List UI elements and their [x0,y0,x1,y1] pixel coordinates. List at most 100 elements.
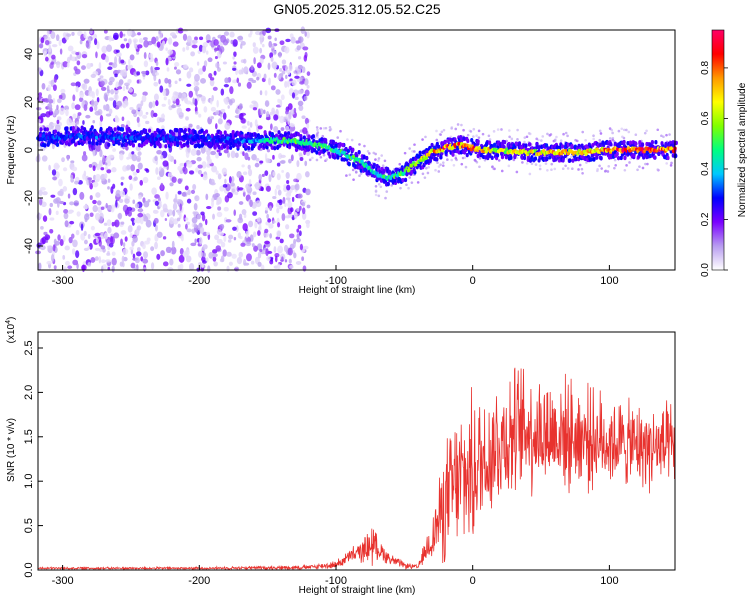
spectrogram-cell [249,104,254,109]
spectrogram-cell [116,100,123,107]
spectrogram-cell [259,47,263,54]
spectrogram-cell [191,39,198,44]
spectrogram-cell [215,245,221,252]
spectrogram-cell [277,222,281,228]
spectrogram-cell [280,154,286,158]
spectrogram-cell [301,207,306,215]
spectrogram-cell [264,90,268,96]
spectrogram-cell [627,130,631,134]
spectrogram-cell [570,143,574,149]
spectrogram-cell [293,252,297,259]
spectrogram-cell [47,84,51,92]
spectrogram-cell [453,148,457,154]
spectrogram-cell [293,178,298,183]
spectrogram-cell [180,235,184,242]
spectrogram-cell [472,127,476,131]
spectrogram-cell [93,100,99,106]
spectrogram-cell [107,66,113,70]
spectrogram-cell [220,241,226,248]
spectrogram-cell [48,126,52,131]
spectrogram-cell [85,114,91,119]
spectrogram-cell [251,243,255,248]
spectrogram-cell [577,168,580,171]
spectrogram-cell [173,218,179,225]
spectrogram-cell [242,223,248,232]
spectrogram-cell [234,191,239,196]
spectrogram-cell [59,188,64,197]
spectrogram-cell [72,239,78,248]
spectrogram-cell [71,166,78,172]
spectrogram-cell [223,84,229,88]
spectrogram-cell [54,108,60,115]
spectrogram-cell [521,161,524,164]
spectrogram-cell [53,129,58,134]
spectrogram-cell [47,103,53,110]
spectrogram-cell [108,97,114,101]
spectrogram-cell [553,139,557,143]
spectrogram-cell [670,161,673,165]
spectrogram-cell [72,94,76,102]
spectrogram-x-ticks: -300 -200 -100 0 100 [52,265,619,287]
spectrogram-cell [205,34,211,42]
spectrogram-cell [197,144,202,149]
spectrogram-cell [223,97,229,103]
spectrogram-cell [92,165,96,172]
spectrogram-cell [628,140,633,145]
spectrogram-cell [304,160,308,167]
spectrogram-cell [205,205,212,210]
spectrogram-cell [198,36,204,41]
spectrogram-cell [117,86,123,90]
spectrogram-cell [305,188,311,196]
spectrogram-cell [380,154,384,157]
spectrogram-cell [38,198,43,206]
spectrogram-cell [173,141,177,147]
spectrogram-cell [295,261,302,265]
spectrogram-cell [561,158,565,163]
spectrogram-cell [306,204,311,209]
spectrogram-cell [372,162,376,168]
spectrogram-cell [459,135,463,140]
spectrogram-cell [237,82,242,87]
spectrogram-cell [276,263,281,270]
snr-panel: -300 -200 -100 0 100 0.0 0.5 1.0 1.5 2.0 2.5 Heig… [5,317,676,596]
spectrogram-cell [493,167,496,171]
spectrogram-cell [90,225,95,231]
spectrogram-cell [580,167,584,171]
spectrogram-cell [103,232,109,240]
spectrogram-cell [334,143,338,149]
spectrogram-cell [83,230,87,236]
spectrogram-cell [226,265,230,272]
spectrogram-cell [156,231,163,238]
spectrogram-cell [155,167,159,175]
spectrogram-cell [560,144,565,149]
spectrogram-cell [610,128,614,132]
spectrogram-cell [589,157,593,162]
snr-y-tick-label: 1.0 [23,474,35,489]
spectrogram-cell [200,146,206,154]
spectrogram-cell [265,185,271,192]
spectrogram-cell [478,157,482,160]
spectrogram-cell [170,246,177,255]
spectrogram-cell [283,244,289,252]
spectrogram-cell [282,196,286,204]
spectrogram-cell [101,138,106,144]
spectrogram-cell [136,247,141,252]
spectrogram-cell [430,142,434,148]
spectrogram-cell [153,217,159,224]
spectrogram-cell [561,167,565,171]
spectrogram-cell [437,170,441,173]
spectrogram-cell [288,213,293,218]
spectrogram-cell [228,261,233,266]
spectrogram-cell [255,200,262,208]
spectrogram-cell [185,45,190,51]
spectrogram-cell [275,202,280,208]
spectrogram-cell [106,169,112,174]
spectrogram-cell [223,149,229,154]
spectrogram-cell [182,251,189,258]
spectrogram-cell [197,130,202,135]
spectrogram-cell [111,251,116,256]
spectrogram-cell [517,141,522,146]
spectrogram-cell [495,153,500,158]
spectrogram-cell [613,158,617,162]
spectrogram-cell [304,171,310,178]
